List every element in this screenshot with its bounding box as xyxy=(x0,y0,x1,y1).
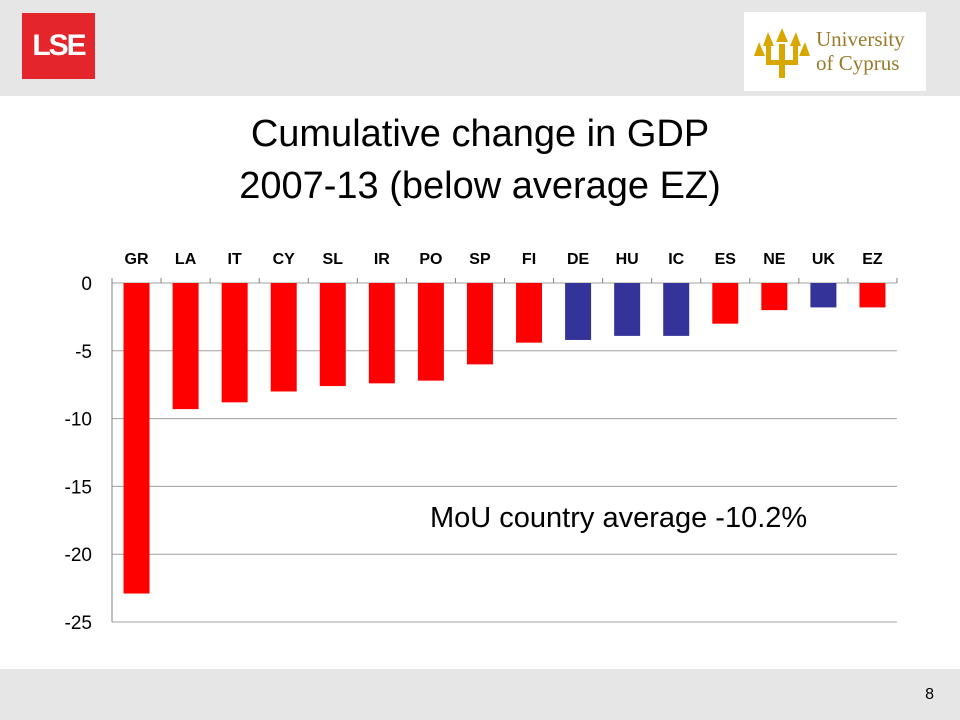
x-category-label: LA xyxy=(175,251,197,268)
mou-average-annotation: MoU country average -10.2% xyxy=(430,502,808,534)
y-tick-label: -15 xyxy=(65,477,92,498)
y-tick-label: -5 xyxy=(75,342,92,363)
x-category-label: CY xyxy=(273,251,296,268)
bar xyxy=(761,283,788,311)
ucy-logo-text: University of Cyprus xyxy=(816,27,905,75)
gdp-bar-chart: 0 -5 -10 -15 -20 -25 GR LA IT CY SL IR PO SP FI DE HU IC E… xyxy=(65,251,898,634)
x-category-label: UK xyxy=(812,251,836,268)
x-category-label: DE xyxy=(567,251,590,268)
lse-logo: LSE xyxy=(22,13,95,79)
x-category-label: FI xyxy=(522,251,536,268)
bar xyxy=(565,283,592,340)
bar xyxy=(417,283,444,381)
y-tick-label: -20 xyxy=(65,545,92,566)
title-line2: 2007-13 (below average EZ) xyxy=(239,165,721,207)
x-category-label: SL xyxy=(323,251,344,268)
cyprus-tree-icon xyxy=(754,28,810,78)
bar xyxy=(663,283,690,336)
y-tick-label: -10 xyxy=(65,410,92,431)
x-category-label: PO xyxy=(419,251,442,268)
bar xyxy=(712,283,739,324)
x-category-label: GR xyxy=(125,251,149,268)
x-category-label: EZ xyxy=(862,251,883,268)
ucy-logo-line1: University xyxy=(816,27,905,51)
title-line1: Cumulative change in GDP xyxy=(250,113,710,155)
bar xyxy=(123,283,150,594)
bar xyxy=(614,283,641,336)
bar xyxy=(270,283,297,392)
slide-title: Cumulative change in GDP 2007-13 (below … xyxy=(0,108,960,212)
bar xyxy=(859,283,886,308)
y-tick-label: -25 xyxy=(65,613,92,634)
bar xyxy=(810,283,837,308)
ucy-logo-line2: of Cyprus xyxy=(816,51,900,75)
page-number: 8 xyxy=(925,686,934,703)
bar xyxy=(516,283,543,343)
footer-bar xyxy=(0,669,960,720)
x-category-label: ES xyxy=(715,251,737,268)
x-category-label: HU xyxy=(616,251,639,268)
bar xyxy=(221,283,248,403)
x-category-label: IT xyxy=(228,251,242,268)
x-category-label: IR xyxy=(374,251,390,268)
bar xyxy=(466,283,493,365)
bar xyxy=(368,283,395,384)
x-category-label: NE xyxy=(763,251,786,268)
x-category-label: SP xyxy=(469,251,491,268)
x-category-label: IC xyxy=(668,251,684,268)
y-tick-label: 0 xyxy=(81,274,92,295)
bar xyxy=(319,283,346,387)
bar xyxy=(172,283,199,410)
university-of-cyprus-logo: University of Cyprus xyxy=(744,12,926,91)
